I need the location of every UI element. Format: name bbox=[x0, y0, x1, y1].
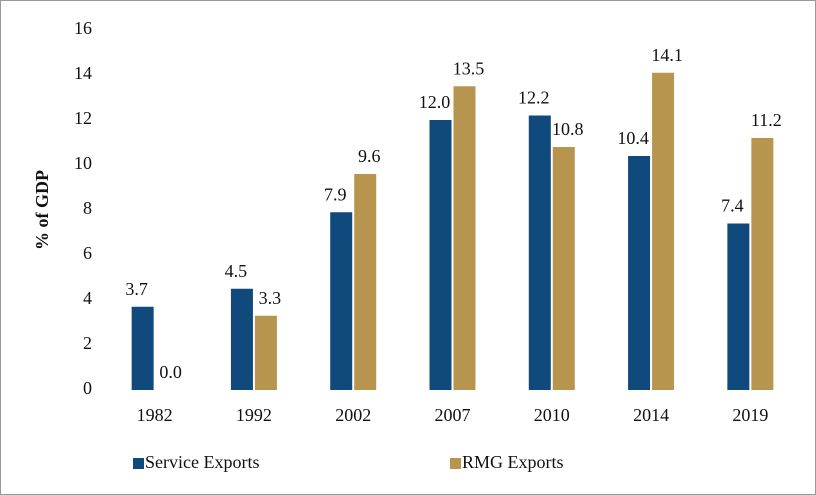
x-tick-label: 2014 bbox=[633, 405, 669, 425]
bar bbox=[628, 156, 651, 390]
value-label: 4.5 bbox=[225, 261, 248, 281]
x-tick-label: 2019 bbox=[732, 405, 768, 425]
y-tick-label: 2 bbox=[83, 333, 92, 353]
value-label: 12.0 bbox=[419, 92, 451, 112]
x-tick-label: 1982 bbox=[137, 405, 173, 425]
bar bbox=[453, 86, 476, 390]
bar bbox=[528, 115, 551, 390]
legend-swatch bbox=[133, 458, 144, 469]
value-label: 7.4 bbox=[721, 196, 744, 216]
x-tick-label: 1992 bbox=[236, 405, 272, 425]
value-label: 3.7 bbox=[125, 279, 148, 299]
bar bbox=[354, 174, 377, 390]
y-axis-label: % of GDP bbox=[32, 170, 52, 250]
legend-label: RMG Exports bbox=[462, 452, 564, 472]
legend-label: Service Exports bbox=[145, 452, 259, 472]
value-label: 10.8 bbox=[552, 119, 584, 139]
value-label: 3.3 bbox=[259, 288, 282, 308]
y-tick-label: 4 bbox=[83, 288, 92, 308]
bar bbox=[727, 223, 750, 390]
value-label: 13.5 bbox=[453, 58, 485, 78]
bar bbox=[330, 212, 353, 390]
y-tick-label: 8 bbox=[83, 198, 92, 218]
y-tick-label: 14 bbox=[74, 63, 92, 83]
y-tick-label: 0 bbox=[83, 378, 92, 398]
value-label: 9.6 bbox=[358, 146, 381, 166]
bar bbox=[751, 138, 774, 390]
legend-swatch bbox=[450, 458, 461, 469]
y-tick-label: 12 bbox=[74, 108, 92, 128]
value-label: 14.1 bbox=[651, 45, 683, 65]
y-tick-label: 6 bbox=[83, 243, 92, 263]
bar bbox=[429, 120, 452, 390]
y-tick-label: 10 bbox=[74, 153, 92, 173]
x-tick-label: 2010 bbox=[534, 405, 570, 425]
value-label: 0.0 bbox=[159, 362, 182, 382]
value-label: 10.4 bbox=[617, 128, 649, 148]
bar bbox=[131, 306, 154, 390]
y-tick-label: 16 bbox=[74, 18, 92, 38]
bar bbox=[552, 147, 575, 390]
value-label: 12.2 bbox=[518, 88, 550, 108]
x-tick-label: 2007 bbox=[435, 405, 471, 425]
x-tick-label: 2002 bbox=[335, 405, 371, 425]
bar bbox=[652, 72, 675, 390]
value-label: 7.9 bbox=[324, 184, 347, 204]
value-label: 11.2 bbox=[751, 110, 782, 130]
bar bbox=[254, 315, 277, 390]
bar bbox=[230, 288, 253, 390]
